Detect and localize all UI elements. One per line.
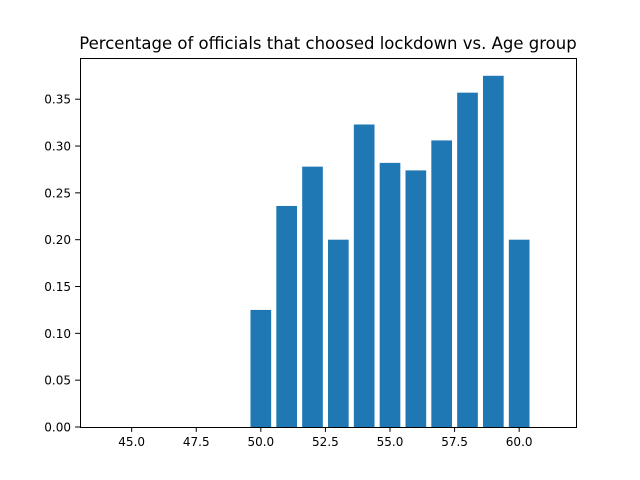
plot-area-frame	[80, 58, 577, 428]
y-tick-label: 0.25	[44, 186, 71, 200]
bar-52	[302, 166, 323, 427]
bar-50	[250, 309, 272, 427]
x-tick-label: 52.5	[312, 435, 339, 449]
bar-55	[379, 162, 401, 427]
bar-56	[405, 170, 427, 427]
y-tick-label: 0.00	[44, 421, 71, 435]
y-axis-ticks: 0.00 0.05 0.10 0.15 0.20 0.25 0.30 0.35	[44, 93, 80, 435]
bar-54	[353, 124, 375, 428]
bar-53	[328, 239, 349, 427]
bar-60	[508, 239, 530, 427]
x-tick-label: 50.0	[247, 435, 274, 449]
y-tick-label: 0.20	[44, 233, 71, 247]
x-tick-label: 45.0	[118, 435, 145, 449]
x-tick-label: 55.0	[377, 435, 404, 449]
y-tick-label: 0.30	[44, 140, 71, 154]
chart-title: Percentage of officials that choosed loc…	[79, 34, 576, 53]
bar-59	[483, 75, 504, 427]
y-tick-label: 0.05	[44, 374, 71, 388]
y-tick-label: 0.15	[44, 280, 71, 294]
bar-57	[431, 140, 452, 428]
x-axis-ticks: 45.0 47.5 50.0 52.5 55.0 57.5 60.0	[118, 427, 533, 449]
bars-group	[250, 75, 530, 428]
y-tick-label: 0.10	[44, 327, 71, 341]
x-tick-label: 47.5	[183, 435, 210, 449]
bar-58	[457, 92, 478, 428]
x-tick-label: 60.0	[506, 435, 533, 449]
bar-51	[276, 205, 297, 427]
y-tick-label: 0.35	[44, 93, 71, 107]
x-tick-label: 57.5	[441, 435, 468, 449]
